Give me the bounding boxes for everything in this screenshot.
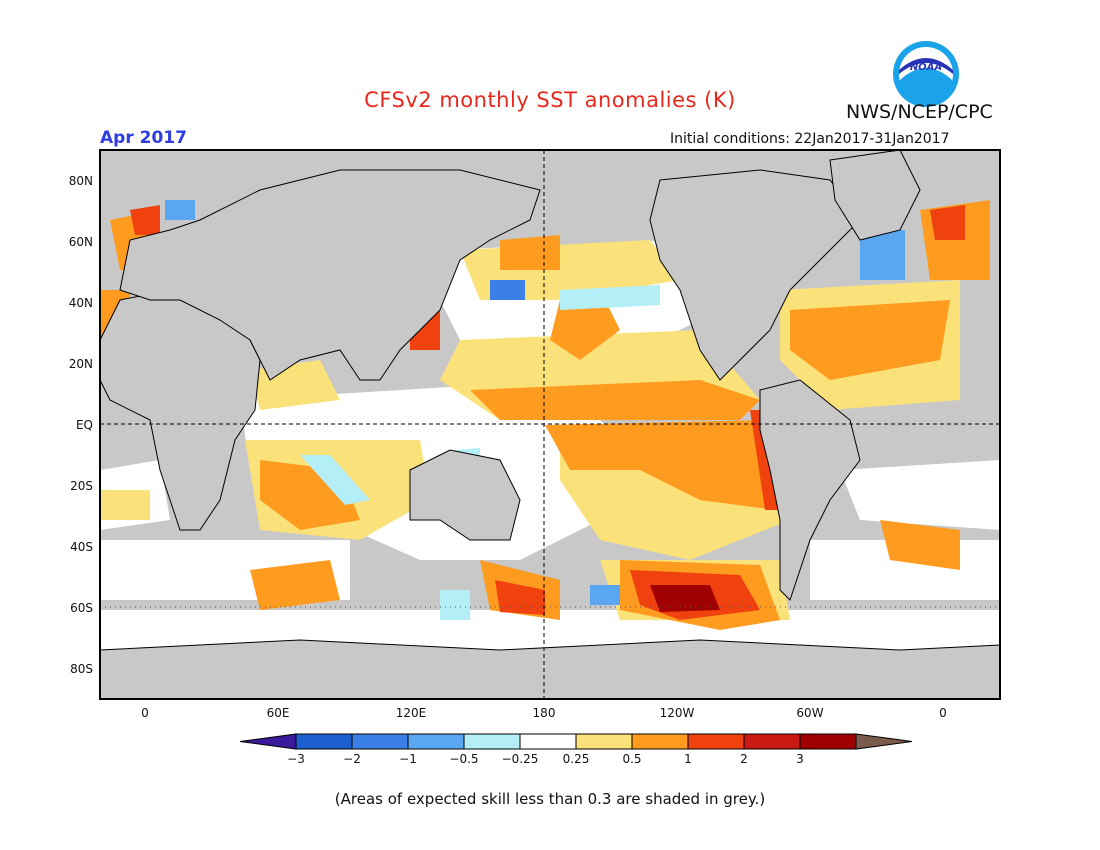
svg-text:NOAA: NOAA — [910, 62, 942, 73]
map-frame — [99, 149, 1001, 700]
colorbar-label: 2 — [740, 752, 748, 766]
colorbar-swatch — [351, 733, 409, 750]
colorbar-label: 0.5 — [622, 752, 641, 766]
lon-tick: 0 — [141, 706, 149, 720]
lat-tick: 80N — [69, 174, 93, 188]
colorbar-arrow-low — [239, 733, 297, 750]
anomaly-field — [100, 200, 1000, 660]
skill-caption: (Areas of expected skill less than 0.3 a… — [334, 790, 766, 808]
lon-tick: 180 — [533, 706, 556, 720]
colorbar-arrow-high — [855, 733, 913, 750]
land-masses — [100, 150, 1000, 699]
colorbar-swatch — [295, 733, 353, 750]
lat-tick: 40N — [69, 296, 93, 310]
colorbar-label: 3 — [796, 752, 804, 766]
colorbar-label: 0.25 — [563, 752, 590, 766]
colorbar-label: −2 — [343, 752, 361, 766]
colorbar-swatch — [799, 733, 857, 750]
lat-tick: 60N — [69, 235, 93, 249]
lat-tick: 20N — [69, 357, 93, 371]
agency-label: NWS/NCEP/CPC — [846, 101, 993, 123]
lat-tick: 80S — [70, 662, 93, 676]
colorbar-swatch — [407, 733, 465, 750]
colorbar-label: 1 — [684, 752, 692, 766]
initial-conditions-label: Initial conditions: 22Jan2017-31Jan2017 — [670, 131, 950, 147]
colorbar-swatch — [575, 733, 633, 750]
lon-tick: 120E — [396, 706, 427, 720]
lon-tick: 0 — [939, 706, 947, 720]
lat-tick: EQ — [76, 418, 93, 432]
valid-month-label: Apr 2017 — [100, 128, 187, 148]
colorbar-label: −0.25 — [502, 752, 539, 766]
colorbar-swatch — [631, 733, 689, 750]
colorbar-swatch — [463, 733, 521, 750]
lon-tick: 60W — [796, 706, 823, 720]
colorbar-label: −0.5 — [449, 752, 478, 766]
colorbar-swatch — [743, 733, 801, 750]
chart-title: CFSv2 monthly SST anomalies (K) — [364, 88, 736, 112]
colorbar-swatch — [687, 733, 745, 750]
colorbar-swatch — [519, 733, 577, 750]
lon-tick: 120W — [660, 706, 695, 720]
colorbar-label: −3 — [287, 752, 305, 766]
lon-tick: 60E — [267, 706, 290, 720]
colorbar: −3 −2 −1 −0.5 −0.25 0.25 0.5 1 2 3 — [239, 733, 913, 766]
lat-tick: 60S — [70, 601, 93, 615]
lat-tick: 40S — [70, 540, 93, 554]
colorbar-label: −1 — [399, 752, 417, 766]
noaa-logo-icon: NOAA — [892, 40, 960, 108]
lat-tick: 20S — [70, 479, 93, 493]
